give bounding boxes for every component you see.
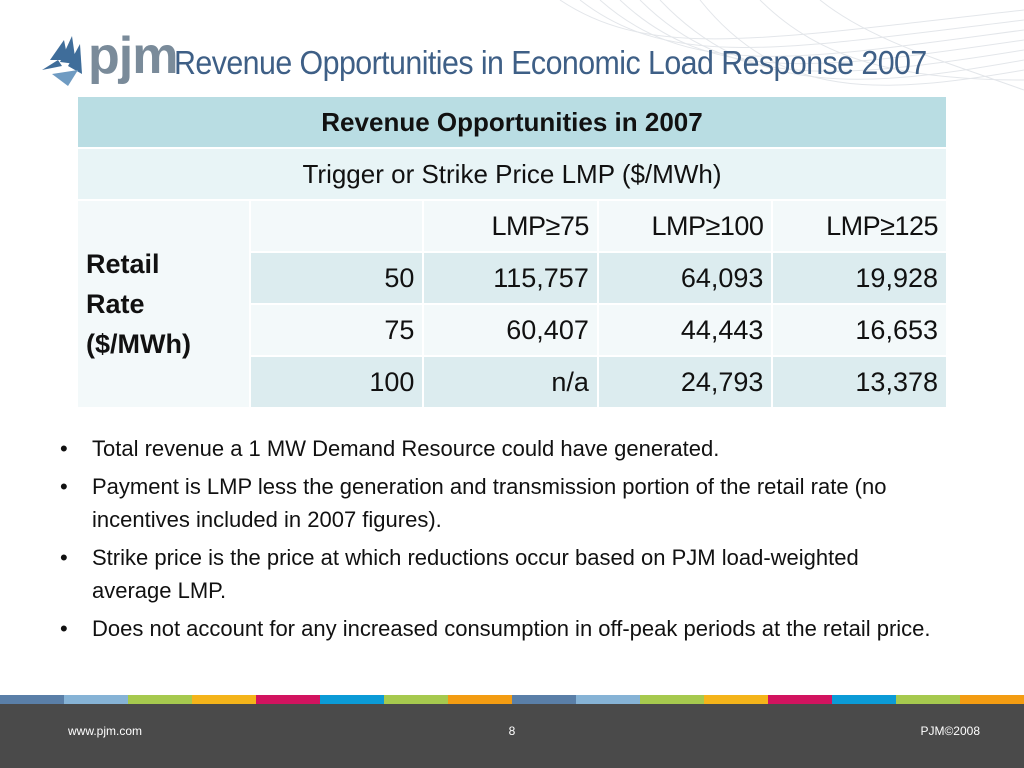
- table-cell: 16,653: [773, 305, 946, 355]
- row-label-line: ($/MWh): [86, 329, 191, 359]
- table-title-row: Revenue Opportunities in 2007: [78, 97, 946, 147]
- bullet-text: Strike price is the price at which reduc…: [92, 545, 859, 603]
- table-cell: n/a: [424, 357, 597, 407]
- stripe-segment: [960, 695, 1024, 704]
- table-row: 100 n/a 24,793 13,378: [78, 357, 946, 407]
- table-cell: 24,793: [598, 357, 772, 407]
- stripe-segment: [0, 695, 64, 704]
- stripe-segment: [640, 695, 704, 704]
- stripe-segment: [384, 695, 448, 704]
- bullet-list: • Total revenue a 1 MW Demand Resource c…: [60, 432, 940, 650]
- retail-rate-cell: 100: [250, 357, 423, 407]
- column-header-cell: [250, 201, 423, 251]
- column-header-cell: LMP≥125: [773, 201, 946, 251]
- stripe-segment: [256, 695, 320, 704]
- table-cell: 19,928: [773, 253, 946, 303]
- table-title: Revenue Opportunities in 2007: [78, 97, 946, 147]
- table-row: 75 60,407 44,443 16,653: [78, 305, 946, 355]
- footer-bar: www.pjm.com 8 PJM©2008: [0, 704, 1024, 768]
- footer-copyright: PJM©2008: [920, 724, 980, 738]
- table-cell: 115,757: [424, 253, 597, 303]
- bullet-text: Does not account for any increased consu…: [92, 616, 931, 641]
- bullet-item: • Total revenue a 1 MW Demand Resource c…: [60, 432, 940, 465]
- revenue-table: Revenue Opportunities in 2007 Trigger or…: [76, 95, 948, 409]
- bullet-text: Total revenue a 1 MW Demand Resource cou…: [92, 436, 720, 461]
- page-number: 8: [508, 724, 516, 738]
- pjm-logo-mark-icon: [42, 36, 82, 86]
- table-cell: 60,407: [424, 305, 597, 355]
- bullet-marker: •: [60, 616, 68, 641]
- row-label-line: Retail: [86, 249, 160, 279]
- bullet-marker: •: [60, 436, 68, 461]
- table-row: 50 115,757 64,093 19,928: [78, 253, 946, 303]
- retail-rate-cell: 50: [250, 253, 423, 303]
- logo-wordmark: pjm: [88, 27, 178, 85]
- stripe-segment: [320, 695, 384, 704]
- stripe-segment: [192, 695, 256, 704]
- table-cell: 44,443: [598, 305, 772, 355]
- stripe-segment: [832, 695, 896, 704]
- bullet-text: Payment is LMP less the generation and t…: [92, 474, 887, 532]
- column-header-row: Retail Rate ($/MWh) LMP≥75 LMP≥100 LMP≥1…: [78, 201, 946, 407]
- bullet-marker: •: [60, 474, 68, 499]
- bullet-item: • Strike price is the price at which red…: [60, 541, 940, 607]
- footer-url[interactable]: www.pjm.com: [68, 724, 143, 738]
- table-cell: 13,378: [773, 357, 946, 407]
- bullet-item: • Payment is LMP less the generation and…: [60, 470, 940, 536]
- table-subtitle-row: Trigger or Strike Price LMP ($/MWh): [78, 149, 946, 199]
- retail-rate-cell: 75: [250, 305, 423, 355]
- color-stripe: [0, 695, 1024, 704]
- bullet-item: • Does not account for any increased con…: [60, 612, 940, 645]
- column-header-cell: LMP≥75: [424, 201, 597, 251]
- row-label-line: Rate: [86, 289, 145, 319]
- stripe-segment: [64, 695, 128, 704]
- stripe-segment: [768, 695, 832, 704]
- stripe-segment: [704, 695, 768, 704]
- stripe-segment: [128, 695, 192, 704]
- stripe-segment: [576, 695, 640, 704]
- table-cell: 64,093: [598, 253, 772, 303]
- stripe-segment: [896, 695, 960, 704]
- row-group-label: Retail Rate ($/MWh): [78, 201, 249, 407]
- page-title: Revenue Opportunities in Economic Load R…: [174, 44, 927, 81]
- stripe-segment: [512, 695, 576, 704]
- column-header-cell: LMP≥100: [598, 201, 772, 251]
- table-subtitle: Trigger or Strike Price LMP ($/MWh): [78, 149, 946, 199]
- stripe-segment: [448, 695, 512, 704]
- bullet-marker: •: [60, 545, 68, 570]
